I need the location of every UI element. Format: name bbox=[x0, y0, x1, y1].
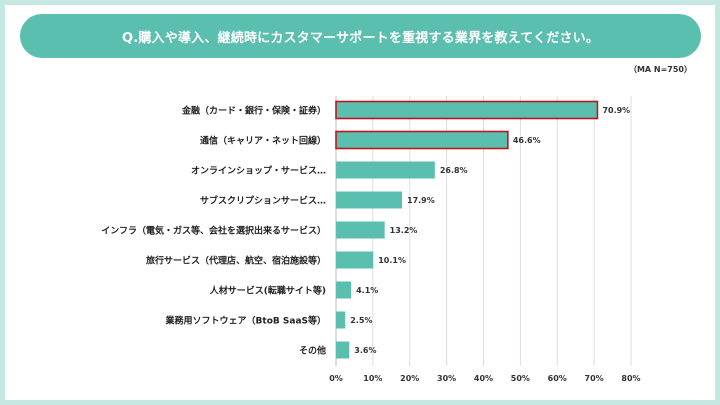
bar bbox=[335, 130, 509, 150]
category-label: 金融（カード・銀行・保険・証券） bbox=[181, 105, 326, 117]
value-label: 26.8% bbox=[440, 166, 468, 175]
category-label: オンラインショップ・サービス… bbox=[191, 165, 326, 177]
category-label: 業務用ソフトウェア（BtoB SaaS等） bbox=[165, 315, 326, 327]
bar bbox=[336, 281, 352, 299]
x-tick-label: 40% bbox=[474, 374, 493, 383]
value-label: 3.6% bbox=[354, 346, 376, 355]
x-tick-label: 20% bbox=[400, 374, 419, 383]
sample-size-note: （MA N=750） bbox=[628, 65, 692, 74]
bar bbox=[336, 341, 350, 359]
x-tick-label: 60% bbox=[548, 374, 567, 383]
x-tick-label: 70% bbox=[585, 374, 604, 383]
x-tick-label: 10% bbox=[363, 374, 382, 383]
value-label: 70.9% bbox=[602, 106, 630, 115]
value-label: 46.6% bbox=[513, 136, 541, 145]
bar bbox=[336, 221, 385, 239]
category-label: 通信（キャリア・ネット回線） bbox=[200, 135, 326, 147]
bar bbox=[335, 100, 599, 120]
value-label: 2.5% bbox=[350, 316, 372, 325]
x-tick-label: 50% bbox=[511, 374, 530, 383]
category-label: インフラ（電気・ガス等、会社を選択出来るサービス） bbox=[101, 225, 326, 237]
value-label: 4.1% bbox=[356, 286, 378, 295]
value-label: 10.1% bbox=[378, 256, 406, 265]
x-tick-label: 0% bbox=[329, 374, 343, 383]
value-label: 17.9% bbox=[407, 196, 435, 205]
category-label: その他 bbox=[299, 345, 326, 357]
category-label: サブスクリプションサービス… bbox=[200, 195, 326, 207]
bar bbox=[336, 191, 403, 209]
category-label: 人材サービス(転職サイト等) bbox=[209, 285, 326, 297]
x-tick-label: 30% bbox=[437, 374, 456, 383]
bar bbox=[336, 251, 374, 269]
value-label: 13.2% bbox=[390, 226, 418, 235]
question-title: Q.購入や導入、継続時にカスタマーサポートを重視する業界を教えてください。 bbox=[20, 14, 701, 58]
x-tick-label: 80% bbox=[621, 374, 640, 383]
bar bbox=[336, 311, 346, 329]
category-label: 旅行サービス（代理店、航空、宿泊施設等） bbox=[146, 255, 326, 267]
bar bbox=[336, 161, 435, 179]
